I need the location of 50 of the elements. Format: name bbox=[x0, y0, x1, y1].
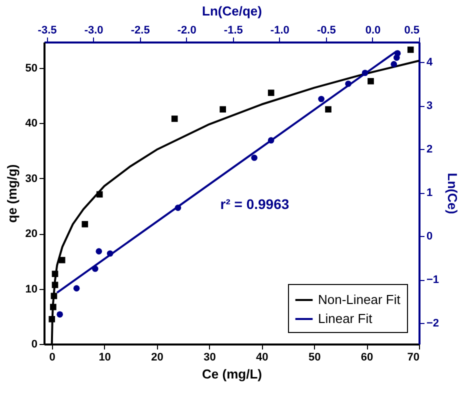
x-tick-label: 70 bbox=[407, 352, 420, 364]
y-tick-label: 40 bbox=[25, 118, 38, 130]
point bbox=[73, 285, 80, 292]
x-tick-label: 20 bbox=[151, 352, 164, 364]
x-axis-title: Ln(Ce/qe) bbox=[202, 4, 262, 18]
x-tick-label: -2.5 bbox=[130, 24, 150, 36]
x-tick-label: 10 bbox=[98, 352, 111, 364]
point bbox=[390, 61, 398, 68]
x-tick-label: 60 bbox=[360, 352, 374, 364]
point bbox=[56, 311, 63, 318]
x-tick-label: -1.5 bbox=[224, 24, 243, 36]
y-tick-label: 2 bbox=[426, 144, 433, 156]
x-axis-title: Ce (mg/L) bbox=[202, 366, 262, 382]
y-tick-label: 4 bbox=[426, 56, 434, 69]
point bbox=[82, 221, 88, 228]
point bbox=[318, 96, 324, 102]
point bbox=[220, 106, 226, 113]
x-tick-label: -2.0 bbox=[177, 24, 196, 36]
x-tick-label: 50 bbox=[308, 352, 321, 364]
legend-label: Linear Fit bbox=[318, 311, 373, 326]
x-tick-label: -3.5 bbox=[38, 24, 57, 36]
x-tick-label: -3.0 bbox=[84, 24, 104, 36]
y-axis-title: Ln(Ce) bbox=[445, 172, 460, 214]
point bbox=[268, 90, 274, 96]
point bbox=[407, 46, 414, 53]
point bbox=[325, 106, 332, 113]
x-tick-label: 0 bbox=[49, 352, 56, 364]
x-tick-label: 30 bbox=[204, 352, 216, 364]
point bbox=[368, 78, 374, 84]
point bbox=[251, 154, 258, 161]
x-tick-label: 40 bbox=[256, 352, 268, 364]
y-tick-label: −2 bbox=[426, 318, 440, 330]
x-tick-label: -1.0 bbox=[270, 24, 290, 36]
point bbox=[171, 116, 178, 122]
annotation: r² = 0.9963 bbox=[220, 196, 290, 212]
y-tick-label: −1 bbox=[426, 274, 440, 286]
point bbox=[96, 248, 102, 254]
x-tick-label: 0.0 bbox=[365, 24, 381, 36]
y-tick-label: 20 bbox=[25, 228, 38, 240]
y-tick-label: 1 bbox=[426, 187, 433, 200]
y-tick-label: 30 bbox=[25, 172, 38, 185]
y-tick-label: 0 bbox=[31, 338, 38, 350]
y-tick-label: 3 bbox=[426, 100, 433, 112]
x-tick-label: -0.5 bbox=[316, 24, 336, 36]
y-axis-title: qe (mg/g) bbox=[4, 164, 20, 223]
x-tick-label: 0.5 bbox=[404, 24, 420, 36]
legend-label: Non-Linear Fit bbox=[318, 292, 401, 307]
y-tick-label: 0 bbox=[426, 230, 433, 243]
y-tick-label: 50 bbox=[25, 62, 38, 74]
y-tick-label: 10 bbox=[25, 283, 38, 296]
